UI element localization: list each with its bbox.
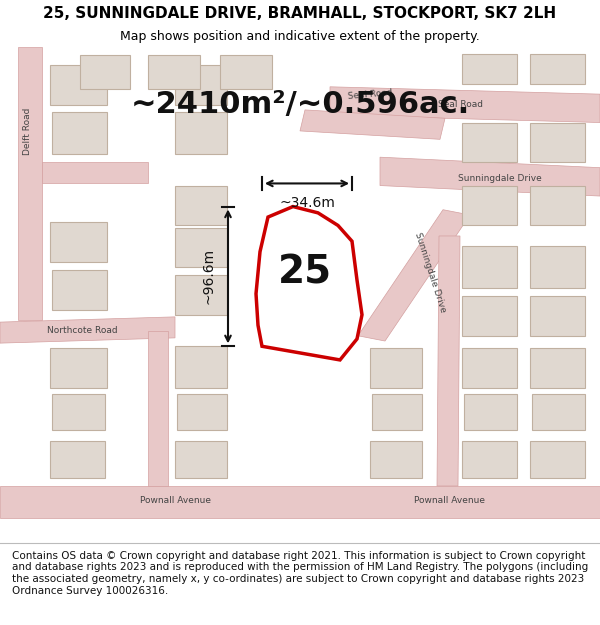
Bar (530, 348, 585, 388)
Bar (530, 54, 585, 84)
Bar (50, 222, 107, 262)
Polygon shape (437, 236, 460, 486)
Text: Sunningdale Drive: Sunningdale Drive (413, 231, 447, 314)
Polygon shape (0, 317, 175, 343)
Bar (52, 394, 105, 431)
Text: Delft Road: Delft Road (23, 107, 32, 154)
Text: ~96.6m: ~96.6m (202, 248, 216, 304)
Text: 25, SUNNINGDALE DRIVE, BRAMHALL, STOCKPORT, SK7 2LH: 25, SUNNINGDALE DRIVE, BRAMHALL, STOCKPO… (43, 6, 557, 21)
Bar (462, 441, 517, 478)
Bar (464, 394, 517, 431)
Bar (52, 269, 107, 309)
Bar (462, 122, 517, 162)
Text: Pownall Avenue: Pownall Avenue (415, 496, 485, 505)
Bar (370, 348, 422, 388)
Bar (175, 112, 227, 154)
Bar (462, 348, 517, 388)
Bar (175, 441, 227, 478)
Text: ~34.6m: ~34.6m (279, 196, 335, 210)
Bar (462, 54, 517, 84)
Bar (462, 246, 517, 289)
Bar (50, 348, 107, 388)
Bar (175, 346, 227, 388)
Text: Pownall Avenue: Pownall Avenue (139, 496, 211, 505)
Bar (175, 275, 227, 315)
Bar (50, 441, 105, 478)
Bar (175, 186, 227, 226)
Bar (220, 55, 272, 89)
Bar (530, 441, 585, 478)
Bar (370, 441, 422, 478)
Polygon shape (358, 210, 470, 341)
Bar (177, 394, 227, 431)
Bar (530, 246, 585, 289)
Text: Map shows position and indicative extent of the property.: Map shows position and indicative extent… (120, 30, 480, 43)
Polygon shape (330, 87, 600, 123)
Bar (50, 65, 107, 104)
Polygon shape (148, 331, 168, 486)
Bar (148, 55, 200, 89)
Polygon shape (0, 486, 600, 518)
Text: 25: 25 (278, 254, 332, 292)
Text: ~2410m²/~0.596ac.: ~2410m²/~0.596ac. (130, 90, 470, 119)
Text: Sunningdale Drive: Sunningdale Drive (458, 174, 542, 182)
Bar (80, 55, 130, 89)
Text: Seal Road: Seal Road (437, 100, 482, 109)
Bar (462, 186, 517, 226)
Bar (52, 112, 107, 154)
Text: Contains OS data © Crown copyright and database right 2021. This information is : Contains OS data © Crown copyright and d… (12, 551, 588, 596)
Bar (462, 296, 517, 336)
Bar (530, 186, 585, 226)
Polygon shape (18, 47, 42, 320)
Text: Seal Road: Seal Road (347, 88, 393, 101)
Bar (175, 228, 227, 268)
Text: Northcote Road: Northcote Road (47, 326, 118, 335)
Bar (372, 394, 422, 431)
Bar (175, 65, 227, 104)
Bar (532, 394, 585, 431)
Polygon shape (42, 162, 148, 184)
Polygon shape (300, 110, 445, 139)
Bar (530, 296, 585, 336)
Polygon shape (380, 157, 600, 196)
Bar (530, 122, 585, 162)
